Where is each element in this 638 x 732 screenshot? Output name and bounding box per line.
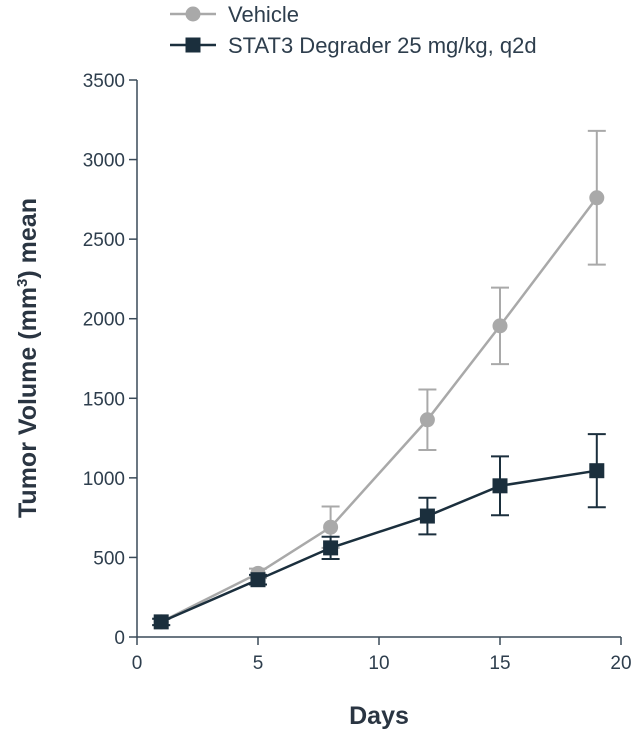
x-tick-label: 20	[610, 653, 631, 674]
legend: Vehicle STAT3 Degrader 25 mg/kg, q2d	[170, 2, 537, 58]
axes: 0 500 1000 1500 2000 2500 3000 3500 0 5 10 15 20	[83, 71, 632, 674]
legend-marker	[185, 6, 201, 22]
y-tick-label: 3000	[83, 151, 125, 172]
data-point	[419, 508, 435, 524]
series-layer	[152, 129, 606, 630]
data-point	[153, 614, 169, 630]
data-point	[323, 519, 339, 535]
y-axis-title-superscript: 3	[14, 279, 31, 287]
y-axis-title-tail: ) mean	[14, 198, 42, 279]
legend-label: STAT3 Degrader 25 mg/kg, q2d	[228, 33, 537, 58]
y-tick-label: 500	[93, 548, 125, 569]
data-point	[492, 478, 508, 494]
legend-item: Vehicle	[170, 2, 299, 27]
data-point	[589, 190, 605, 206]
y-tick-label: 0	[114, 628, 125, 649]
x-tick-label: 10	[368, 653, 389, 674]
y-tick-label: 1000	[83, 469, 125, 490]
data-point	[323, 540, 339, 556]
series-stat3-degrader	[152, 433, 606, 630]
legend-item: STAT3 Degrader 25 mg/kg, q2d	[170, 33, 537, 58]
legend-label: Vehicle	[228, 2, 299, 27]
y-axis-title-main: Tumor Volume (mm	[14, 287, 42, 518]
y-axis-title: Tumor Volume (mm3) mean	[14, 198, 42, 518]
data-point	[250, 572, 266, 588]
y-tick-label: 2500	[83, 230, 125, 251]
y-tick-label: 3500	[83, 71, 125, 92]
series-line	[160, 469, 597, 624]
x-axis-title: Days	[349, 702, 409, 730]
series-vehicle	[152, 129, 606, 630]
x-tick-label: 0	[132, 653, 143, 674]
y-tick-label: 2000	[83, 310, 125, 331]
legend-marker	[185, 37, 201, 53]
y-tick-label: 1500	[83, 389, 125, 410]
series-line	[160, 197, 598, 623]
data-point	[589, 463, 605, 479]
data-point	[419, 412, 435, 428]
x-tick-label: 15	[489, 653, 510, 674]
data-point	[492, 318, 508, 334]
x-tick-label: 5	[253, 653, 264, 674]
